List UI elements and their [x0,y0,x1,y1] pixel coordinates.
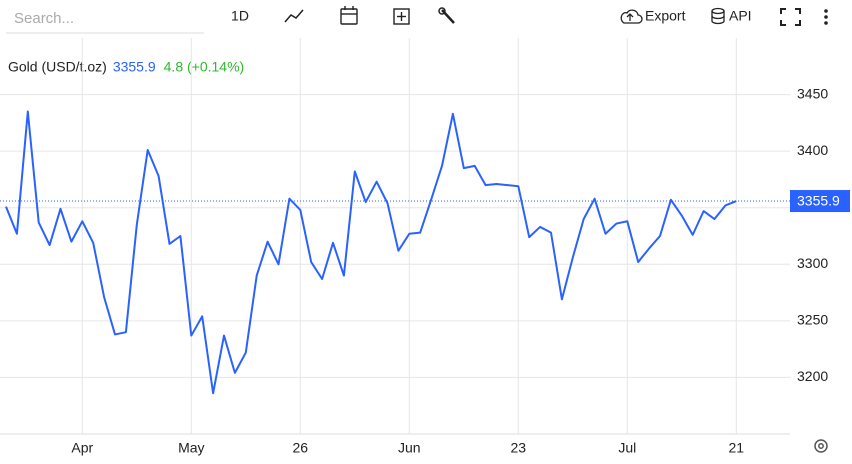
plot-area: 320032503300335034003450AprMay26Jun23Jul… [0,38,850,456]
api-button[interactable]: API [729,8,752,24]
y-tick-label: 3300 [797,255,828,271]
interval-button[interactable]: 1D [231,8,249,24]
add-indicator-icon[interactable] [393,8,410,25]
calendar-icon[interactable] [340,6,358,25]
fullscreen-icon[interactable] [780,8,801,26]
export-icon[interactable] [620,9,643,24]
y-tick-label: 3200 [797,368,828,384]
y-tick-label: 3400 [797,142,828,158]
settings-icon[interactable] [814,439,828,453]
menu-icon[interactable] [824,9,828,25]
x-tick-label: Apr [71,440,93,456]
last-price: 3355.9 [113,59,156,75]
api-icon[interactable] [711,7,725,25]
x-tick-label: May [178,440,204,456]
chart-type-icon[interactable] [284,9,304,23]
price-line [5,110,737,395]
price-change: 4.8 (+0.14%) [164,59,245,75]
x-tick-label: 23 [511,440,527,456]
instrument-name: Gold (USD/t.oz) [8,59,107,75]
search-box[interactable]: Search... [14,10,74,27]
last-price-box [790,190,850,213]
export-button[interactable]: Export [645,8,686,24]
y-tick-label: 3250 [797,312,828,328]
x-tick-label: 21 [729,440,745,456]
x-tick-label: 26 [293,440,309,456]
x-tick-label: Jul [618,440,636,456]
y-tick-label: 3450 [797,85,828,101]
tools-icon[interactable] [438,7,455,24]
last-price-label: 3355.9 [797,193,840,209]
x-tick-label: Jun [398,440,421,456]
